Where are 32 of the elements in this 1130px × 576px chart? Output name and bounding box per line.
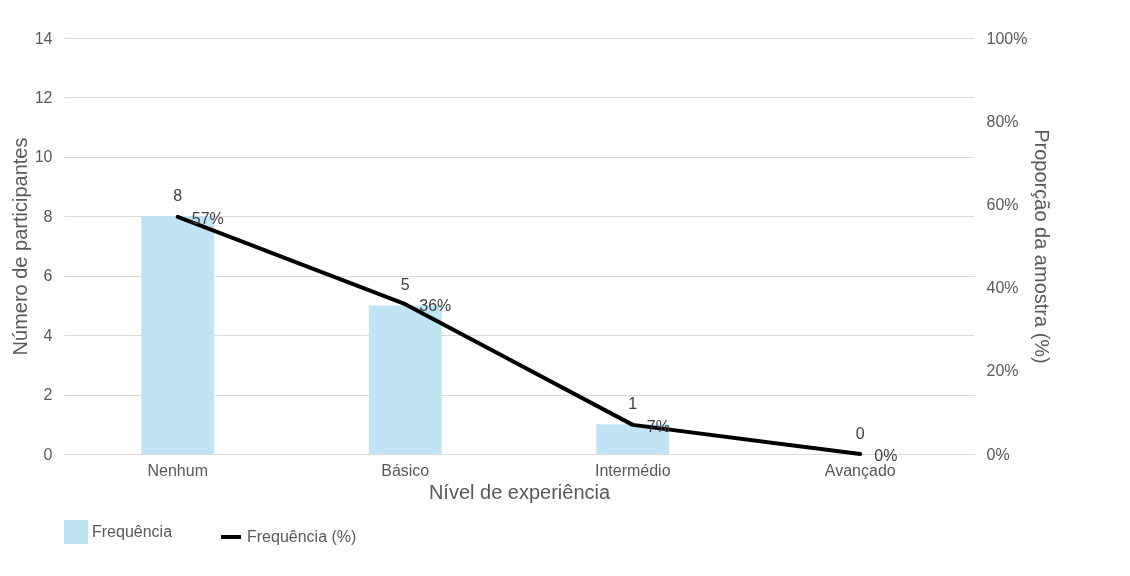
y-tick-label: 14 [34,29,53,47]
data-label: 5 [400,276,410,294]
y2-tick-label: 20% [986,362,1019,380]
y-tick-label: 10 [34,148,53,166]
y2-tick-label: 60% [986,195,1019,213]
data-label: 1 [628,395,638,413]
data-label: 36% [419,297,452,315]
data-label: 8 [173,187,183,205]
line-series [175,214,863,456]
y-tick-label: 6 [43,267,53,285]
y-tick-label: 12 [34,88,53,106]
data-label: 7% [646,417,670,435]
x-tick-label: Avançado [824,461,896,479]
y2-tick-label: 40% [986,279,1019,297]
y2-tick-label: 80% [986,112,1019,130]
legend-label: Frequência (%) [247,528,357,545]
y2-tick-label: 0% [986,445,1010,463]
y-tick-label: 2 [43,386,53,404]
legend-label: Frequência [92,523,173,540]
y-tick-label: 0 [43,445,53,463]
x-tick-label: Nenhum [147,461,208,479]
x-axis-title: Nível de experiência [428,480,611,503]
x-tick-label: Intermédio [594,461,671,479]
x-tick-label: Básico [381,461,430,479]
y-axis-title: Número de participantes [8,137,31,356]
y-tick-label: 8 [43,207,53,225]
y2-tick-label: 100% [986,29,1028,47]
data-label: 57% [191,209,224,227]
y2-axis-title: Proporção da amostra (%) [1031,129,1054,364]
data-label: 0% [874,447,898,464]
y-tick-label: 4 [43,326,53,344]
data-label: 0 [855,425,865,442]
